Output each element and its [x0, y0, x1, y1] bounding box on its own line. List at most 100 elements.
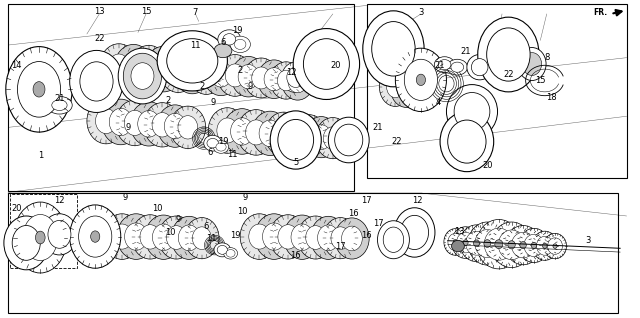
Ellipse shape — [328, 117, 369, 163]
Ellipse shape — [203, 52, 239, 96]
Text: 12: 12 — [54, 196, 65, 205]
Text: FR.: FR. — [593, 8, 607, 17]
Ellipse shape — [140, 225, 160, 249]
Ellipse shape — [79, 216, 112, 257]
Ellipse shape — [397, 76, 416, 100]
Text: 22: 22 — [95, 34, 105, 43]
Text: 22: 22 — [392, 137, 402, 146]
Text: 16: 16 — [361, 231, 371, 240]
Ellipse shape — [213, 141, 228, 153]
Ellipse shape — [331, 227, 350, 250]
Text: 13: 13 — [94, 7, 105, 16]
Ellipse shape — [416, 74, 426, 86]
Ellipse shape — [109, 108, 132, 136]
Text: 16: 16 — [291, 251, 301, 260]
Ellipse shape — [291, 224, 313, 251]
Ellipse shape — [471, 59, 488, 76]
Text: 21: 21 — [435, 61, 445, 70]
Ellipse shape — [33, 82, 45, 97]
Text: 4: 4 — [435, 98, 441, 107]
Ellipse shape — [505, 225, 541, 265]
Ellipse shape — [144, 103, 180, 147]
Ellipse shape — [48, 220, 71, 248]
Ellipse shape — [70, 50, 124, 113]
Text: 10: 10 — [152, 204, 163, 212]
Ellipse shape — [87, 98, 125, 144]
Ellipse shape — [532, 231, 557, 260]
Ellipse shape — [270, 62, 302, 99]
Ellipse shape — [230, 118, 253, 145]
Ellipse shape — [204, 135, 221, 151]
Ellipse shape — [291, 115, 327, 158]
Ellipse shape — [522, 52, 541, 75]
Ellipse shape — [298, 216, 333, 259]
Text: 15: 15 — [535, 76, 545, 85]
Text: 9: 9 — [126, 123, 131, 132]
Ellipse shape — [157, 31, 227, 91]
Ellipse shape — [474, 240, 479, 246]
Ellipse shape — [179, 225, 200, 251]
Ellipse shape — [380, 67, 412, 107]
Text: 20: 20 — [331, 61, 341, 70]
Ellipse shape — [255, 214, 293, 259]
Text: 11: 11 — [227, 150, 237, 159]
Ellipse shape — [285, 122, 307, 148]
Ellipse shape — [447, 59, 467, 75]
Text: 2: 2 — [237, 66, 243, 75]
Ellipse shape — [463, 240, 468, 245]
Text: 7: 7 — [193, 8, 198, 17]
Text: 20: 20 — [482, 162, 493, 170]
Ellipse shape — [404, 59, 438, 100]
Text: 11: 11 — [206, 234, 217, 243]
Ellipse shape — [342, 226, 362, 251]
Ellipse shape — [270, 111, 321, 169]
Ellipse shape — [460, 225, 493, 262]
Ellipse shape — [216, 143, 226, 151]
Ellipse shape — [238, 65, 259, 89]
Ellipse shape — [159, 216, 194, 259]
Ellipse shape — [531, 242, 537, 248]
Text: 17: 17 — [361, 196, 371, 205]
Ellipse shape — [259, 120, 282, 147]
Ellipse shape — [196, 61, 216, 85]
Ellipse shape — [145, 46, 182, 92]
Bar — [8, 4, 355, 191]
Ellipse shape — [116, 100, 154, 146]
Ellipse shape — [208, 108, 246, 153]
Ellipse shape — [13, 202, 67, 273]
Ellipse shape — [52, 100, 67, 110]
Ellipse shape — [520, 242, 526, 249]
Ellipse shape — [166, 226, 186, 249]
Ellipse shape — [499, 230, 525, 259]
Ellipse shape — [466, 231, 487, 255]
Text: 2: 2 — [165, 96, 171, 105]
Ellipse shape — [401, 215, 429, 250]
Text: 22: 22 — [503, 70, 514, 79]
Ellipse shape — [223, 34, 236, 45]
Ellipse shape — [394, 208, 435, 257]
Text: 9: 9 — [210, 98, 215, 107]
Ellipse shape — [454, 93, 490, 130]
Ellipse shape — [262, 223, 285, 250]
Ellipse shape — [125, 223, 148, 250]
Ellipse shape — [476, 219, 521, 269]
Text: 9: 9 — [123, 193, 128, 202]
Ellipse shape — [95, 108, 116, 134]
Ellipse shape — [217, 245, 227, 254]
Ellipse shape — [468, 222, 506, 265]
Text: 6: 6 — [207, 148, 213, 157]
Ellipse shape — [118, 48, 167, 104]
Text: 12: 12 — [286, 68, 296, 77]
Ellipse shape — [543, 233, 566, 259]
Ellipse shape — [453, 239, 458, 244]
Ellipse shape — [100, 44, 138, 89]
Ellipse shape — [230, 36, 250, 52]
Ellipse shape — [451, 62, 464, 72]
Ellipse shape — [444, 229, 467, 255]
Ellipse shape — [108, 54, 129, 79]
Ellipse shape — [231, 56, 266, 97]
Ellipse shape — [170, 106, 205, 149]
Ellipse shape — [249, 224, 270, 249]
Text: 18: 18 — [546, 93, 557, 102]
Ellipse shape — [181, 58, 204, 85]
